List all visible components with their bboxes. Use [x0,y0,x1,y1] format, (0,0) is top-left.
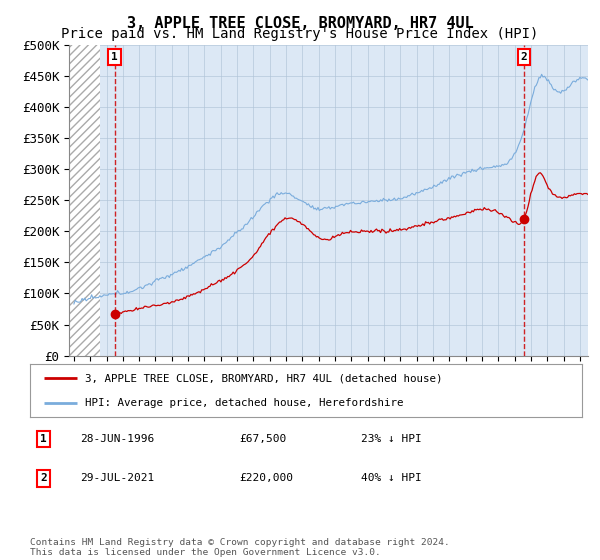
Text: 29-JUL-2021: 29-JUL-2021 [80,473,154,483]
Text: 28-JUN-1996: 28-JUN-1996 [80,433,154,444]
Text: 2: 2 [40,473,47,483]
Text: 23% ↓ HPI: 23% ↓ HPI [361,433,422,444]
Text: HPI: Average price, detached house, Herefordshire: HPI: Average price, detached house, Here… [85,398,404,408]
Text: Contains HM Land Registry data © Crown copyright and database right 2024.
This d: Contains HM Land Registry data © Crown c… [30,538,450,557]
Text: 3, APPLE TREE CLOSE, BROMYARD, HR7 4UL (detached house): 3, APPLE TREE CLOSE, BROMYARD, HR7 4UL (… [85,374,443,384]
Text: £67,500: £67,500 [240,433,287,444]
Text: 40% ↓ HPI: 40% ↓ HPI [361,473,422,483]
Text: 3, APPLE TREE CLOSE, BROMYARD, HR7 4UL: 3, APPLE TREE CLOSE, BROMYARD, HR7 4UL [127,16,473,31]
Text: 1: 1 [40,433,47,444]
Text: Price paid vs. HM Land Registry's House Price Index (HPI): Price paid vs. HM Land Registry's House … [61,27,539,41]
Text: 2: 2 [521,52,527,62]
Text: 1: 1 [111,52,118,62]
Text: £220,000: £220,000 [240,473,294,483]
